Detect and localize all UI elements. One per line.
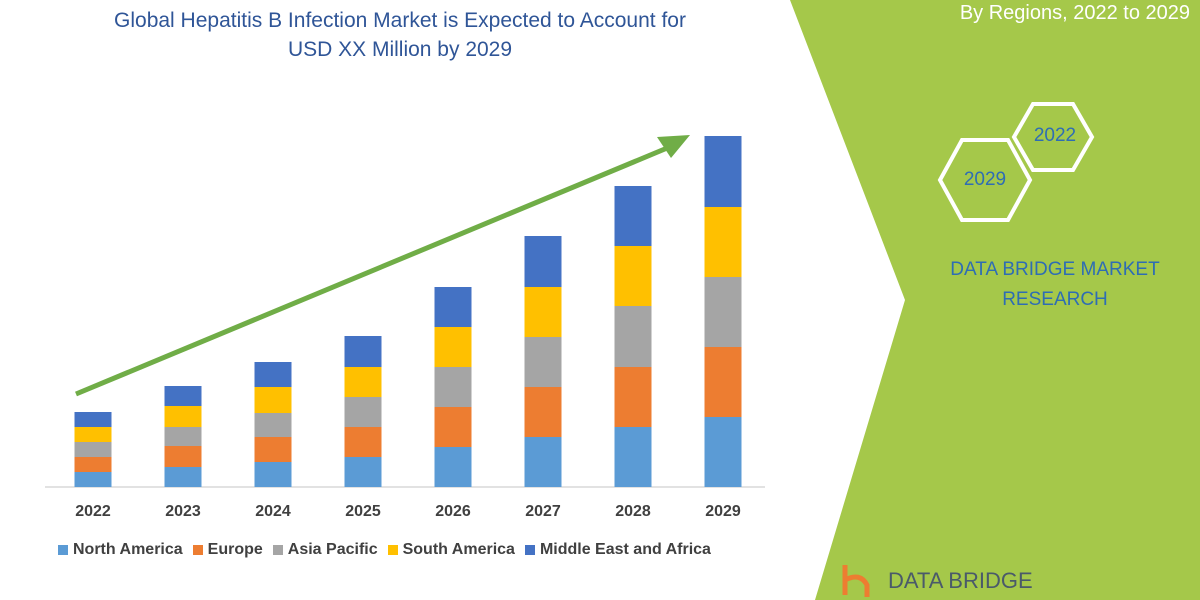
bar-segment-2027-4 bbox=[524, 236, 562, 287]
hexagon-2022 bbox=[1011, 102, 1095, 172]
bar-segment-2026-0 bbox=[434, 447, 472, 487]
bar-segment-2023-1 bbox=[164, 446, 202, 467]
legend-label: Asia Pacific bbox=[287, 541, 378, 558]
badge-year-start: 2022 bbox=[1033, 125, 1077, 146]
bar-segment-2023-0 bbox=[164, 467, 202, 487]
bar-segment-2029-4 bbox=[704, 136, 742, 207]
bar-segment-2027-2 bbox=[524, 337, 562, 387]
bar-segment-2023-4 bbox=[164, 386, 202, 406]
bar-segment-2025-1 bbox=[344, 427, 382, 457]
bar-segment-2025-0 bbox=[344, 457, 382, 487]
bar-segment-2022-2 bbox=[74, 442, 112, 457]
bar-segment-2026-1 bbox=[434, 407, 472, 447]
bar-segment-2023-3 bbox=[164, 406, 202, 427]
bar-segment-2023-2 bbox=[164, 427, 202, 446]
legend-item: South America bbox=[387, 541, 515, 559]
chart-title: Global Hepatitis B Infection Market is E… bbox=[40, 6, 760, 64]
hexagon-2029 bbox=[937, 138, 1033, 222]
bar-segment-2022-4 bbox=[74, 412, 112, 427]
legend-item: Asia Pacific bbox=[272, 541, 378, 559]
regions-subtitle: By Regions, 2022 to 2029 bbox=[959, 2, 1190, 24]
green-panel bbox=[790, 0, 1200, 600]
x-tick-label: 2024 bbox=[255, 503, 291, 520]
trend-arrow bbox=[75, 143, 673, 397]
title-line-1: Global Hepatitis B Infection Market is E… bbox=[114, 9, 686, 32]
legend-swatch bbox=[58, 545, 68, 555]
legend-label: South America bbox=[402, 541, 515, 558]
bar-segment-2028-1 bbox=[614, 367, 652, 427]
legend-label: Europe bbox=[207, 541, 263, 558]
bar-segment-2025-4 bbox=[344, 336, 382, 367]
bar-segment-2028-2 bbox=[614, 306, 652, 367]
logo-icon bbox=[842, 565, 870, 597]
bar-segment-2026-3 bbox=[434, 327, 472, 367]
bar-segment-2024-3 bbox=[254, 387, 292, 413]
bar-segment-2027-0 bbox=[524, 437, 562, 487]
bar-segment-2024-0 bbox=[254, 462, 292, 487]
brand-name: DATA BRIDGE MARKET RESEARCH bbox=[920, 255, 1190, 315]
bar-segment-2026-4 bbox=[434, 287, 472, 327]
bar-segment-2029-1 bbox=[704, 347, 742, 417]
bar-segment-2025-2 bbox=[344, 397, 382, 427]
legend-item: Europe bbox=[192, 541, 263, 559]
trend-arrow-head bbox=[657, 135, 690, 158]
x-tick-label: 2027 bbox=[525, 503, 561, 520]
bar-segment-2022-1 bbox=[74, 457, 112, 472]
x-tick-label: 2022 bbox=[75, 503, 111, 520]
legend-label: Middle East and Africa bbox=[539, 541, 711, 558]
brand-line-1: DATA BRIDGE MARKET bbox=[950, 259, 1160, 280]
legend-swatch bbox=[192, 545, 203, 555]
legend-label: North America bbox=[73, 541, 183, 558]
legend-item: North America bbox=[58, 541, 183, 559]
bar-segment-2022-3 bbox=[74, 427, 112, 442]
bar-segment-2024-2 bbox=[254, 413, 292, 437]
x-tick-label: 2025 bbox=[345, 503, 381, 520]
x-tick-label: 2026 bbox=[435, 503, 471, 520]
brand-line-2: RESEARCH bbox=[1002, 289, 1108, 310]
bar-segment-2028-0 bbox=[614, 427, 652, 487]
bar-segment-2029-0 bbox=[704, 417, 742, 487]
bar-segment-2028-3 bbox=[614, 246, 652, 306]
bar-segment-2022-0 bbox=[74, 472, 112, 487]
bar-segment-2029-2 bbox=[704, 277, 742, 347]
badge-year-end: 2029 bbox=[963, 169, 1007, 190]
bar-segment-2024-4 bbox=[254, 362, 292, 387]
legend-item: Middle East and Africa bbox=[524, 541, 711, 559]
bar-segment-2028-4 bbox=[614, 186, 652, 246]
bar-segment-2029-3 bbox=[704, 207, 742, 277]
legend: North America Europe Asia Pacific South Ame… bbox=[58, 541, 711, 559]
bar-segment-2026-2 bbox=[434, 367, 472, 407]
x-tick-label: 2023 bbox=[165, 503, 201, 520]
legend-swatch bbox=[272, 545, 283, 555]
bar-segment-2025-3 bbox=[344, 367, 382, 397]
x-tick-label: 2029 bbox=[705, 503, 741, 520]
bar-segment-2027-3 bbox=[524, 287, 562, 337]
bar-segment-2027-1 bbox=[524, 387, 562, 437]
x-tick-label: 2028 bbox=[615, 503, 651, 520]
legend-swatch bbox=[524, 545, 535, 555]
title-line-2: USD XX Million by 2029 bbox=[287, 38, 513, 61]
logo-text: DATA BRIDGE bbox=[888, 568, 1033, 593]
legend-swatch bbox=[387, 545, 398, 555]
bar-segment-2024-1 bbox=[254, 437, 292, 462]
